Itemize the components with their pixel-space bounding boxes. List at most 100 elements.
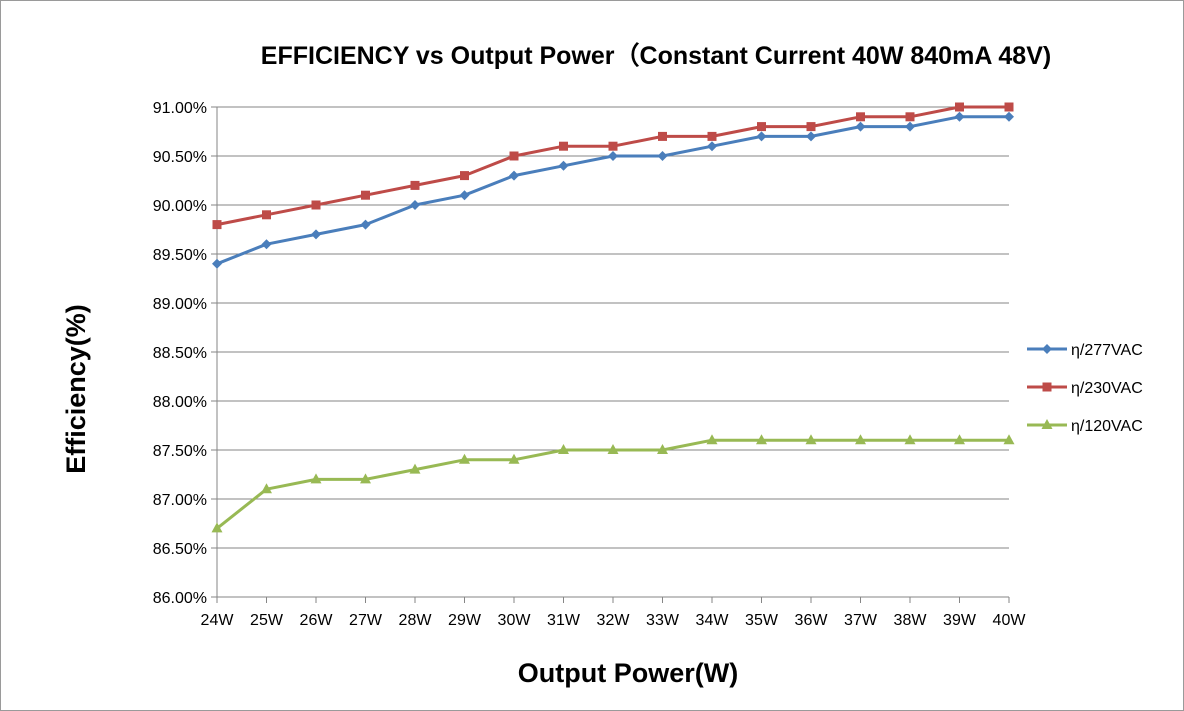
- data-point: [806, 122, 816, 132]
- data-point: [1041, 419, 1053, 429]
- data-point: [1003, 434, 1015, 445]
- x-tick-label: 32W: [597, 612, 631, 629]
- x-tick-label: 27W: [349, 612, 383, 629]
- x-tick-label: 37W: [844, 612, 878, 629]
- data-point: [261, 239, 272, 250]
- data-point: [706, 434, 718, 445]
- series-line: [216, 105, 1009, 227]
- data-point: [360, 473, 371, 484]
- x-tick-label: 34W: [696, 612, 730, 629]
- data-point: [756, 434, 767, 445]
- chart-title: EFFICIENCY vs Output Power（Constant Curr…: [261, 41, 1051, 70]
- legend-label: η/277VAC: [1071, 342, 1143, 359]
- axes: [211, 106, 1010, 603]
- data-point: [855, 434, 866, 445]
- data-point: [954, 111, 965, 122]
- data-point: [955, 102, 964, 112]
- data-point: [311, 200, 321, 210]
- data-point: [360, 219, 371, 230]
- y-tick-label: 87.00%: [153, 492, 207, 509]
- data-point: [805, 434, 817, 445]
- data-point: [310, 473, 322, 484]
- data-point: [212, 220, 222, 230]
- data-point: [509, 151, 519, 161]
- data-point: [211, 522, 223, 533]
- data-point: [608, 141, 618, 151]
- data-point: [657, 444, 668, 454]
- y-tick-label: 87.50%: [153, 443, 207, 460]
- data-point: [905, 121, 915, 132]
- y-tick-label: 88.50%: [153, 345, 207, 362]
- data-point: [1042, 344, 1052, 354]
- x-tick-label: 26W: [300, 612, 334, 629]
- data-point: [558, 160, 569, 171]
- x-tick-label: 33W: [646, 612, 680, 629]
- series-lines: [211, 102, 1015, 533]
- legend-label: η/120VAC: [1071, 418, 1143, 435]
- x-tick-label: 40W: [993, 612, 1027, 629]
- data-point: [1042, 382, 1052, 392]
- data-point: [559, 141, 568, 151]
- data-point: [262, 210, 271, 220]
- data-point: [361, 190, 370, 200]
- data-point: [460, 171, 469, 181]
- data-point: [954, 434, 965, 445]
- x-tick-label: 31W: [547, 612, 581, 629]
- data-point: [757, 122, 766, 132]
- x-tick-label: 24W: [201, 612, 235, 629]
- gridlines: [217, 106, 1009, 549]
- series-square: [212, 102, 1014, 230]
- y-tick-label: 91.00%: [153, 100, 207, 117]
- data-point: [261, 483, 272, 494]
- legend: η/277VAC η/230VAC η/120VAC: [1027, 342, 1143, 435]
- data-point: [707, 141, 717, 152]
- y-tick-label: 89.00%: [153, 296, 207, 313]
- series-diamond: [212, 111, 1014, 269]
- x-tick-label: 25W: [250, 612, 284, 629]
- data-point: [409, 463, 421, 474]
- series-triangle: [211, 434, 1015, 533]
- data-point: [558, 444, 569, 454]
- legend-entry: η/230VAC: [1027, 380, 1143, 397]
- data-point: [459, 190, 470, 201]
- data-point: [657, 151, 668, 161]
- data-point: [707, 131, 717, 141]
- x-tick-label: 30W: [498, 612, 532, 629]
- series-line: [216, 115, 1009, 266]
- x-tick-label: 39W: [943, 612, 977, 629]
- x-tick-label: 35W: [745, 612, 779, 629]
- y-axis-title: Efficiency(%): [61, 304, 91, 474]
- x-axis-title: Output Power(W): [518, 658, 738, 688]
- y-tick-label: 89.50%: [153, 247, 207, 264]
- data-point: [410, 180, 420, 190]
- x-tick-labels: 24W 25W 26W 27W 28W 29W 30W 31W 32W 33W 34W 35W 36W 3…: [201, 612, 1027, 629]
- x-tick-label: 36W: [795, 612, 829, 629]
- data-point: [806, 131, 816, 142]
- y-tick-labels: 86.00% 86.50% 87.00% 87.50% 88.00% 88.50% 89.0…: [153, 100, 207, 607]
- legend-label: η/230VAC: [1071, 380, 1143, 397]
- data-point: [856, 112, 865, 122]
- x-tick-label: 29W: [448, 612, 482, 629]
- data-point: [904, 434, 916, 445]
- legend-entry: η/120VAC: [1027, 418, 1143, 435]
- x-tick-label: 38W: [894, 612, 928, 629]
- data-point: [509, 170, 519, 181]
- data-point: [905, 112, 915, 122]
- data-point: [607, 444, 619, 454]
- y-tick-label: 86.50%: [153, 541, 207, 558]
- y-tick-label: 90.50%: [153, 149, 207, 166]
- data-point: [855, 121, 866, 132]
- y-tick-label: 86.00%: [153, 590, 207, 607]
- data-point: [212, 258, 222, 269]
- data-point: [410, 200, 420, 210]
- data-point: [608, 151, 618, 161]
- y-tick-label: 88.00%: [153, 394, 207, 411]
- data-point: [756, 131, 767, 142]
- data-point: [1004, 111, 1014, 122]
- data-point: [311, 229, 321, 240]
- y-tick-label: 90.00%: [153, 198, 207, 215]
- x-tick-label: 28W: [399, 612, 433, 629]
- legend-entry: η/277VAC: [1027, 342, 1143, 359]
